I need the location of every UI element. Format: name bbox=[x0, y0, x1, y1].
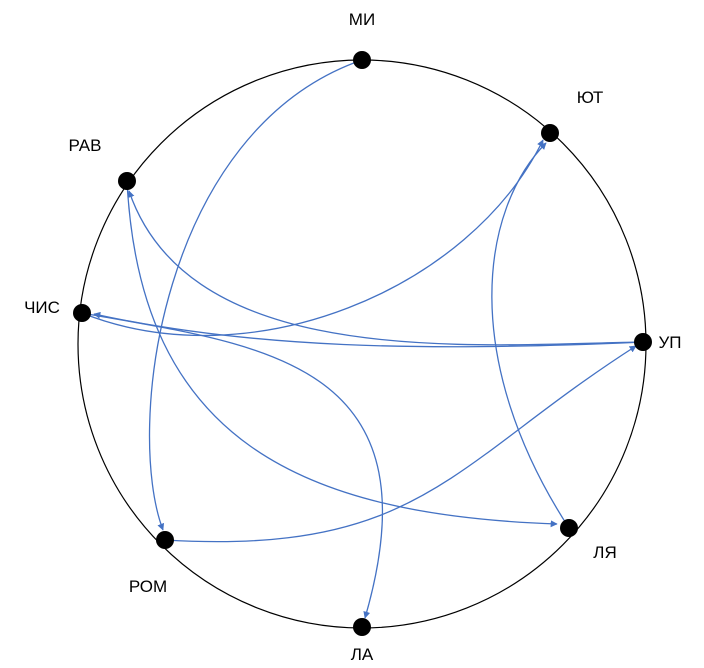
node-dot-chis bbox=[73, 304, 91, 322]
nodes-layer bbox=[73, 51, 652, 636]
node-label-chis: ЧИС bbox=[24, 298, 60, 317]
node-label-mi: МИ bbox=[349, 10, 375, 29]
node-label-rav: РАВ bbox=[69, 136, 102, 155]
node-label-la: ЛА bbox=[351, 645, 374, 664]
node-label-yut: ЮТ bbox=[577, 88, 604, 107]
node-dot-mi bbox=[353, 51, 371, 69]
node-label-lya: ЛЯ bbox=[593, 543, 616, 562]
node-label-rom: РОМ bbox=[129, 577, 167, 596]
node-dot-lya bbox=[560, 519, 578, 537]
edge-arrow bbox=[81, 312, 384, 619]
node-dot-up bbox=[634, 333, 652, 351]
edges-layer bbox=[81, 59, 644, 619]
labels-layer: МИ ЮТ РАВ ЧИС УП ЛЯ РОМ ЛА bbox=[24, 10, 681, 664]
edge-arrow bbox=[127, 190, 644, 346]
node-dot-yut bbox=[541, 124, 559, 142]
node-dot-la bbox=[353, 618, 371, 636]
node-dot-rom bbox=[156, 531, 174, 549]
node-dot-rav bbox=[118, 172, 136, 190]
edge-arrow bbox=[491, 142, 570, 529]
edge-arrow bbox=[164, 345, 637, 543]
node-label-up: УП bbox=[658, 333, 681, 352]
edge-arrow bbox=[81, 139, 544, 337]
edge-arrow bbox=[148, 59, 363, 531]
edge-arrow bbox=[126, 180, 558, 528]
